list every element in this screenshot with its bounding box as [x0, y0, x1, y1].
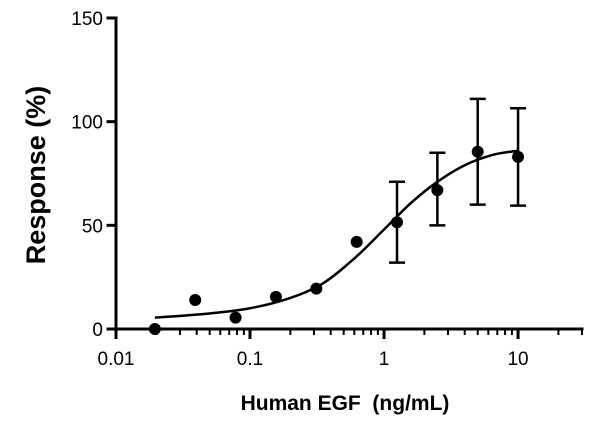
fit-curve-layer: [154, 149, 519, 319]
data-point: [189, 293, 202, 306]
x-axis-title: Human EGF (ng/mL): [241, 392, 450, 415]
x-tick-label: 1: [379, 349, 390, 370]
data-point: [471, 145, 484, 158]
data-point: [350, 235, 363, 248]
y-tick-label: 150: [71, 9, 103, 30]
data-point: [391, 216, 404, 229]
x-tick-label: 10: [507, 349, 528, 370]
x-tick-label: 0.01: [98, 349, 135, 370]
data-point: [310, 282, 323, 295]
data-point: [512, 150, 525, 163]
y-tick-label: 0: [92, 320, 103, 341]
x-tick-label: 0.1: [237, 349, 263, 370]
error-bar-layer: [389, 97, 527, 264]
data-point: [148, 323, 161, 335]
fit-curve: [154, 149, 519, 319]
y-axis-title: Response (%): [21, 86, 51, 265]
x-axis: 0.01 0.1 1 10: [98, 327, 584, 370]
y-axis: 0 50 100 150: [71, 9, 118, 341]
y-tick-label: 50: [82, 216, 103, 237]
y-tick-label: 100: [71, 113, 103, 134]
data-point-layer: [148, 145, 525, 335]
data-point: [229, 311, 242, 324]
data-point: [269, 290, 282, 303]
data-point: [431, 184, 444, 197]
